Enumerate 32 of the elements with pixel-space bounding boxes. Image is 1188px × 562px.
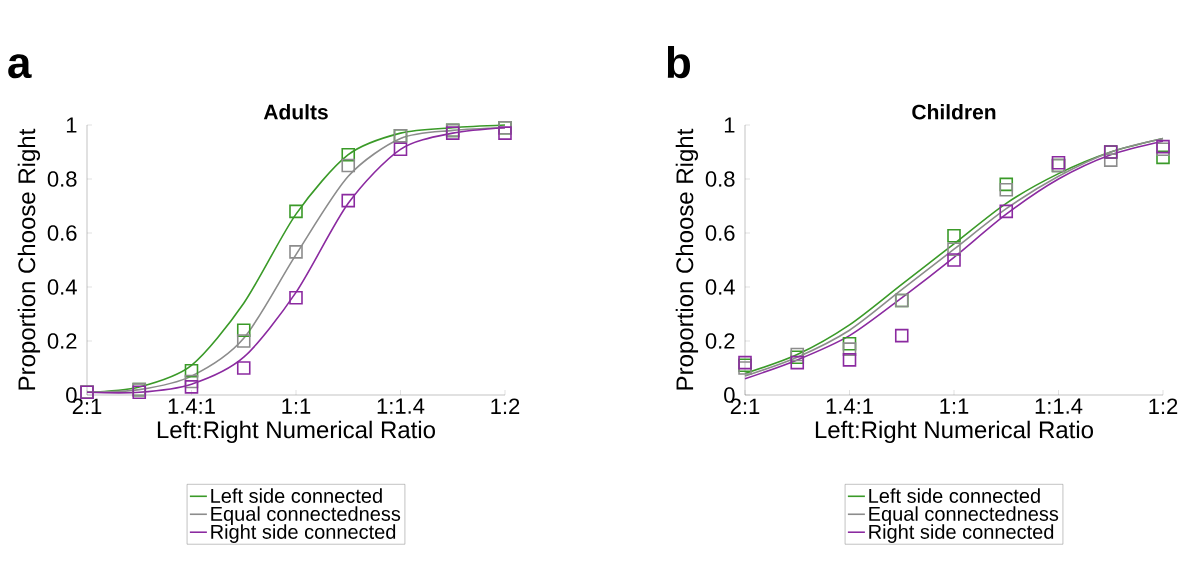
legend-label: Left side connected [211, 488, 382, 503]
y-tick-label: 0.8 [705, 171, 735, 187]
y-tick-label: 0.2 [705, 333, 735, 349]
legend-label: Equal connectedness [211, 506, 401, 525]
y-tick-label: 1 [66, 117, 77, 133]
x-axis-title: Left:Right Numerical Ratio [157, 420, 435, 444]
legend-label: Right side connected [211, 524, 396, 543]
y-tick-label: 0.2 [47, 333, 77, 349]
y-tick-label: 1 [724, 117, 735, 133]
x-tick-label: 1.4:1 [826, 398, 873, 414]
x-tick-label: 1:1.4 [1035, 398, 1083, 414]
legend-label: Right side connected [869, 524, 1054, 543]
text: a [8, 54, 32, 79]
y-axis-title: Proportion Choose Right [17, 128, 41, 390]
y-tick-label: 0.6 [705, 225, 735, 241]
y-tick-label: 0.8 [47, 171, 77, 187]
y-tick-label: 0.4 [705, 279, 735, 295]
x-tick-label: 1:2 [1149, 398, 1178, 414]
x-tick-label: 1.4:1 [168, 398, 215, 414]
y-tick-label: 0.6 [47, 225, 77, 241]
x-tick-label: 1:1.4 [377, 398, 425, 414]
y-tick-label: 0.4 [47, 279, 77, 295]
chart-title: Children [912, 104, 996, 120]
legend-label: Left side connected [869, 488, 1040, 503]
x-axis-title: Left:Right Numerical Ratio [815, 420, 1093, 444]
chart-title: Adults [263, 104, 328, 120]
legend-label: Equal connectedness [869, 506, 1059, 525]
text: b [667, 45, 691, 79]
x-tick-label: 1:1 [940, 398, 969, 414]
y-axis-title: Proportion Choose Right [675, 128, 699, 390]
x-tick-label: 1:2 [491, 398, 520, 414]
x-tick-label: 1:1 [282, 398, 311, 414]
